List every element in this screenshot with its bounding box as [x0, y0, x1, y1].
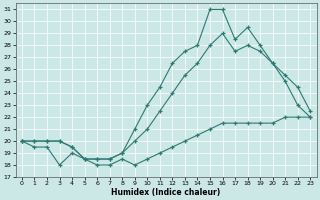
X-axis label: Humidex (Indice chaleur): Humidex (Indice chaleur) [111, 188, 221, 197]
